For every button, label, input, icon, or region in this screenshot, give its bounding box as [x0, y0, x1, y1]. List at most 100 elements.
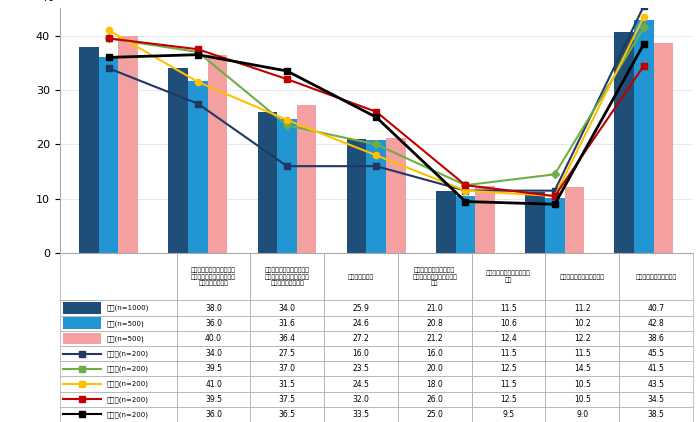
- Text: 34.0: 34.0: [205, 349, 222, 358]
- Bar: [176, 331, 251, 346]
- Bar: [620, 331, 693, 346]
- Text: 11.2: 11.2: [574, 303, 591, 313]
- Text: 36.5: 36.5: [279, 410, 296, 419]
- Text: 24.5: 24.5: [353, 379, 370, 389]
- Text: リユース（再利用、使用済
製品やその部品等を繰り返
し使用すること）: リユース（再利用、使用済 製品やその部品等を繰り返 し使用すること）: [191, 268, 236, 286]
- Text: 34.5: 34.5: [648, 395, 664, 404]
- Text: 12.4: 12.4: [500, 334, 517, 343]
- Text: 10.6: 10.6: [500, 319, 517, 328]
- Text: ６０代(n=200): ６０代(n=200): [107, 411, 149, 418]
- Bar: [277, 119, 297, 253]
- Bar: [251, 316, 324, 331]
- Bar: [324, 253, 398, 300]
- Bar: [324, 361, 398, 376]
- Bar: [324, 392, 398, 407]
- Bar: [472, 253, 545, 300]
- Bar: [620, 316, 693, 331]
- Text: レトロ（古さやノスタル
ジーを感じさせる事物のこ
と）: レトロ（古さやノスタル ジーを感じさせる事物のこ と）: [412, 268, 457, 286]
- Text: 11.5: 11.5: [500, 349, 517, 358]
- Text: 42.8: 42.8: [648, 319, 664, 328]
- Text: 全体(n=1000): 全体(n=1000): [107, 305, 149, 311]
- Text: 18.0: 18.0: [426, 379, 443, 389]
- Text: 33.5: 33.5: [353, 410, 370, 419]
- Bar: [324, 407, 398, 422]
- Text: 39.5: 39.5: [205, 364, 222, 373]
- Bar: [176, 376, 251, 392]
- Text: 12.5: 12.5: [500, 364, 517, 373]
- Text: 16.0: 16.0: [353, 349, 370, 358]
- Bar: [169, 68, 188, 253]
- Text: 36.0: 36.0: [205, 410, 222, 419]
- Bar: [545, 407, 620, 422]
- Text: 9.5: 9.5: [503, 410, 514, 419]
- Bar: [251, 253, 324, 300]
- Bar: [472, 407, 545, 422]
- Bar: [472, 331, 545, 346]
- Bar: [251, 300, 324, 316]
- Text: 21.0: 21.0: [426, 303, 443, 313]
- Text: リダクション（削減するこ
と）: リダクション（削減するこ と）: [486, 271, 531, 283]
- Text: 23.5: 23.5: [353, 364, 370, 373]
- Text: 27.5: 27.5: [279, 349, 296, 358]
- Bar: [620, 376, 693, 392]
- Bar: [545, 376, 620, 392]
- Bar: [545, 346, 620, 361]
- Bar: [472, 392, 545, 407]
- Bar: [297, 105, 316, 253]
- Text: 39.5: 39.5: [205, 395, 222, 404]
- Bar: [525, 192, 545, 253]
- Text: 31.6: 31.6: [279, 319, 296, 328]
- Bar: [545, 316, 620, 331]
- Bar: [398, 392, 472, 407]
- Bar: [398, 300, 472, 316]
- Text: 32.0: 32.0: [353, 395, 370, 404]
- Text: 24.6: 24.6: [353, 319, 370, 328]
- Bar: [620, 346, 693, 361]
- Text: 21.2: 21.2: [426, 334, 443, 343]
- Text: 男性(n=500): 男性(n=500): [107, 320, 145, 327]
- Bar: [176, 361, 251, 376]
- Text: 12.5: 12.5: [500, 395, 517, 404]
- Bar: [60, 300, 176, 316]
- Text: 20.8: 20.8: [426, 319, 443, 328]
- Bar: [634, 20, 654, 253]
- Text: 14.5: 14.5: [574, 364, 591, 373]
- Bar: [366, 140, 386, 253]
- Bar: [436, 191, 456, 253]
- Bar: [324, 376, 398, 392]
- Bar: [545, 300, 620, 316]
- Text: 10.5: 10.5: [574, 395, 591, 404]
- Bar: [251, 346, 324, 361]
- Bar: [545, 361, 620, 376]
- Text: 40.0: 40.0: [205, 334, 222, 343]
- Bar: [251, 376, 324, 392]
- Bar: [60, 316, 176, 331]
- Text: 20.0: 20.0: [426, 364, 443, 373]
- Text: 41.5: 41.5: [648, 364, 664, 373]
- Bar: [251, 407, 324, 422]
- Bar: [60, 346, 176, 361]
- Text: 女性(n=500): 女性(n=500): [107, 335, 145, 342]
- Bar: [251, 392, 324, 407]
- Text: ５０代(n=200): ５０代(n=200): [107, 396, 149, 403]
- Bar: [654, 43, 673, 253]
- Bar: [63, 302, 101, 314]
- Bar: [176, 346, 251, 361]
- Text: 38.5: 38.5: [648, 410, 664, 419]
- Text: 31.5: 31.5: [279, 379, 296, 389]
- Text: 10.2: 10.2: [574, 319, 591, 328]
- Bar: [118, 35, 138, 253]
- Text: リペア（修理）: リペア（修理）: [348, 274, 374, 280]
- Bar: [79, 46, 99, 253]
- Bar: [346, 139, 366, 253]
- Text: 26.0: 26.0: [426, 395, 443, 404]
- Bar: [398, 376, 472, 392]
- Text: 9.0: 9.0: [576, 410, 589, 419]
- Text: どれも興味・関心がない: どれも興味・関心がない: [636, 274, 677, 280]
- Y-axis label: %: %: [41, 0, 52, 3]
- Bar: [99, 57, 118, 253]
- Bar: [398, 316, 472, 331]
- Text: 36.4: 36.4: [279, 334, 296, 343]
- Bar: [472, 346, 545, 361]
- Bar: [615, 32, 634, 253]
